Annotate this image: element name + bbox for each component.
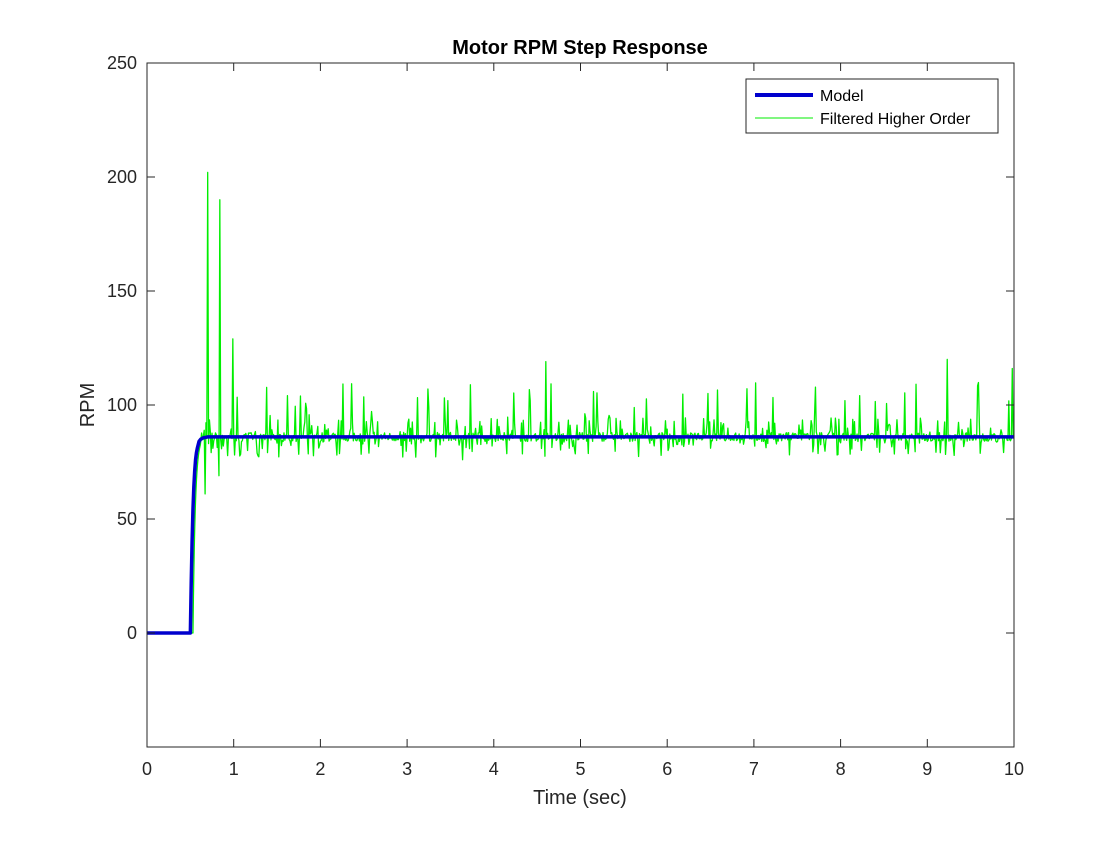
y-tick-label: 100 (107, 395, 137, 415)
x-tick-label: 7 (749, 759, 759, 779)
x-tick-label: 6 (662, 759, 672, 779)
x-tick-label: 1 (229, 759, 239, 779)
series-layer (147, 171, 1015, 635)
y-tick-label: 200 (107, 167, 137, 187)
y-axis-label: RPM (77, 383, 99, 427)
legend-label-filtered: Filtered Higher Order (820, 111, 971, 128)
x-tick-label: 5 (575, 759, 585, 779)
series-line-filtered-higher-order (147, 171, 1015, 634)
y-tick-label: 50 (117, 509, 137, 529)
x-tick-label: 2 (315, 759, 325, 779)
x-tick-label: 10 (1004, 759, 1024, 779)
legend-box (745, 78, 999, 134)
x-tick-label: 4 (489, 759, 499, 779)
chart-title: Motor RPM Step Response (452, 37, 708, 59)
x-tick-label: 9 (922, 759, 932, 779)
series-line-model (147, 435, 1014, 635)
x-tick-label: 0 (142, 759, 152, 779)
legend-label-model: Model (820, 88, 864, 105)
x-axis-label: Time (sec) (533, 787, 627, 809)
y-tick-label: 250 (107, 53, 137, 73)
x-tick-label: 8 (836, 759, 846, 779)
x-tick-label: 3 (402, 759, 412, 779)
legend: Model Filtered Higher Order (745, 78, 999, 134)
plot-area (147, 63, 1014, 747)
y-tick-label: 0 (127, 623, 137, 643)
y-tick-label: 150 (107, 281, 137, 301)
